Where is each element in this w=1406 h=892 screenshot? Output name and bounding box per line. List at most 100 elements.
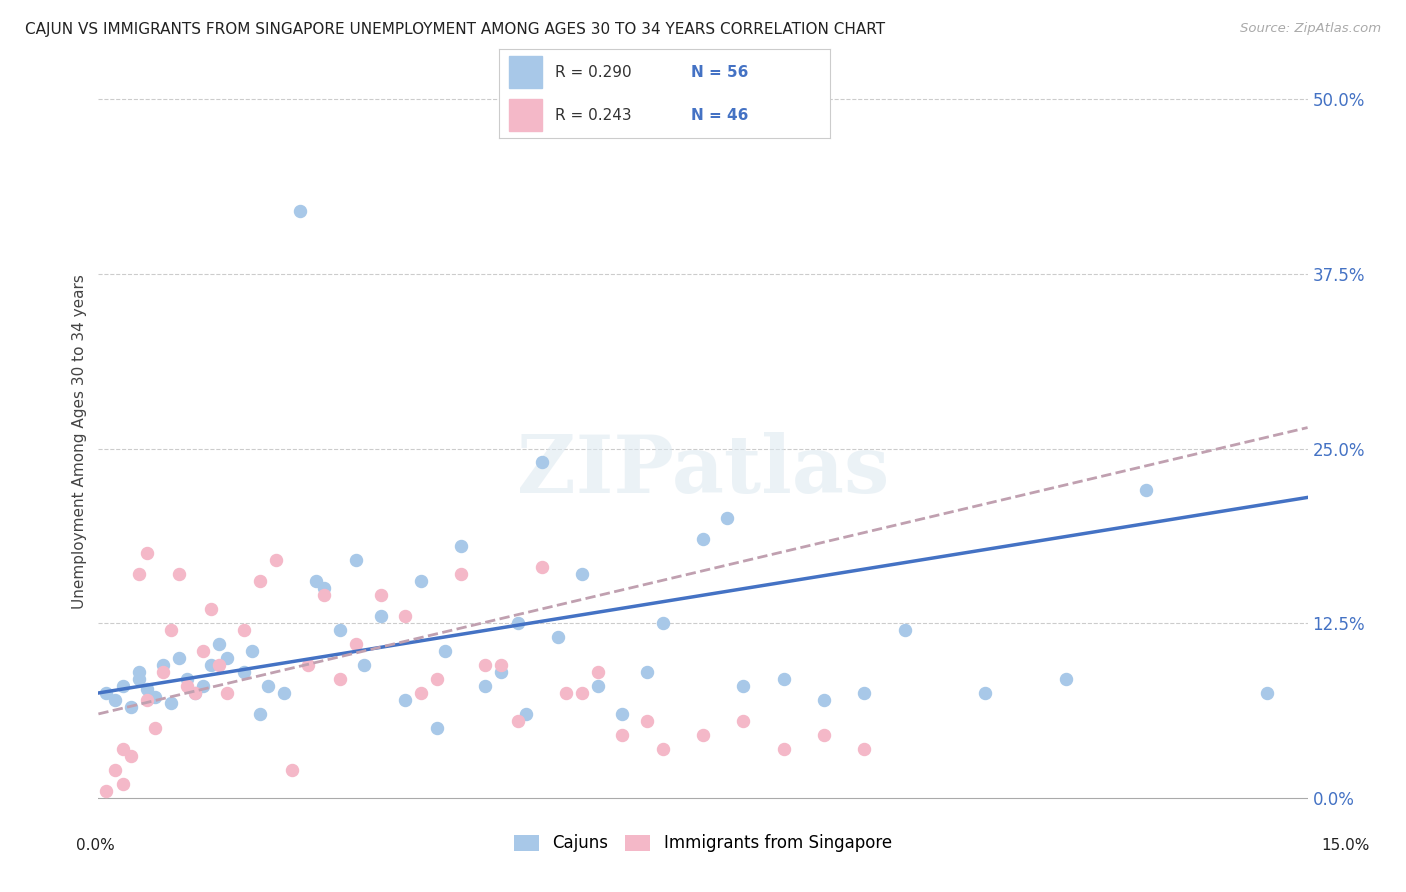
Point (200, 658, 222, 673)
Text: 0.0%: 0.0% (76, 838, 115, 853)
Point (111, 777, 134, 791)
Point (692, 533, 714, 547)
Point (128, 672, 150, 686)
Point (184, 686, 207, 700)
FancyBboxPatch shape (509, 56, 543, 88)
Point (772, 672, 794, 686)
Y-axis label: Unemployment Among Ages 30 to 34 years: Unemployment Among Ages 30 to 34 years (72, 274, 87, 609)
Point (111, 679, 134, 693)
Point (128, 567, 150, 582)
Point (281, 763, 304, 777)
Point (240, 644, 263, 658)
Point (344, 553, 367, 567)
Point (651, 742, 673, 756)
Point (152, 658, 174, 673)
Point (1256, 686, 1278, 700)
Point (636, 714, 658, 728)
Point (200, 602, 222, 616)
Point (530, 455, 553, 469)
Point (409, 574, 432, 589)
Point (184, 686, 207, 700)
Legend: Cajuns, Immigrants from Singapore: Cajuns, Immigrants from Singapore (508, 828, 898, 859)
Point (305, 574, 328, 589)
Point (547, 630, 569, 644)
Point (273, 686, 295, 700)
Point (651, 616, 673, 631)
Text: Source: ZipAtlas.com: Source: ZipAtlas.com (1240, 22, 1381, 36)
Point (571, 567, 593, 582)
Point (297, 658, 319, 673)
Point (716, 511, 738, 525)
Point (217, 686, 239, 700)
Point (586, 679, 609, 693)
Point (491, 658, 513, 673)
Point (813, 728, 835, 742)
Point (692, 728, 714, 742)
Point (426, 721, 449, 735)
Point (120, 748, 142, 763)
Text: R = 0.290: R = 0.290 (555, 65, 631, 79)
Point (232, 623, 254, 637)
Point (893, 623, 915, 637)
Point (120, 700, 142, 714)
Point (409, 686, 432, 700)
Text: R = 0.243: R = 0.243 (555, 108, 631, 122)
Point (249, 574, 271, 589)
Point (111, 742, 134, 756)
Point (506, 714, 529, 728)
Text: N = 56: N = 56 (690, 65, 748, 79)
Point (344, 637, 367, 651)
Point (160, 696, 183, 710)
Point (143, 690, 166, 705)
Point (256, 679, 278, 693)
Point (135, 693, 157, 707)
Point (1054, 672, 1077, 686)
Text: N = 46: N = 46 (690, 108, 748, 122)
Point (217, 651, 239, 665)
Point (853, 686, 876, 700)
Point (434, 644, 457, 658)
Point (135, 546, 157, 560)
Point (264, 553, 287, 567)
Point (586, 665, 609, 679)
Point (314, 588, 336, 602)
Point (152, 665, 174, 679)
Point (249, 706, 271, 721)
Point (135, 681, 157, 696)
Point (974, 686, 997, 700)
Point (813, 693, 835, 707)
Point (353, 658, 375, 673)
Point (491, 665, 513, 679)
Point (160, 623, 183, 637)
Text: 15.0%: 15.0% (1322, 838, 1369, 853)
FancyBboxPatch shape (509, 99, 543, 131)
Point (128, 665, 150, 679)
Point (329, 672, 352, 686)
Point (96, 784, 118, 798)
Point (772, 742, 794, 756)
Point (474, 679, 496, 693)
Point (612, 728, 634, 742)
Point (208, 637, 231, 651)
Point (474, 658, 496, 673)
Point (193, 679, 215, 693)
Point (394, 693, 416, 707)
Point (571, 686, 593, 700)
Point (636, 665, 658, 679)
Point (288, 204, 311, 219)
Point (167, 567, 190, 582)
Point (103, 763, 125, 777)
Point (853, 742, 876, 756)
Point (733, 679, 755, 693)
Point (96, 686, 118, 700)
Point (555, 686, 578, 700)
Point (612, 706, 634, 721)
Point (370, 588, 392, 602)
Point (208, 658, 231, 673)
Point (370, 609, 392, 624)
Point (1135, 483, 1157, 498)
Point (232, 665, 254, 679)
Point (450, 539, 472, 553)
Point (176, 672, 198, 686)
Point (530, 560, 553, 574)
